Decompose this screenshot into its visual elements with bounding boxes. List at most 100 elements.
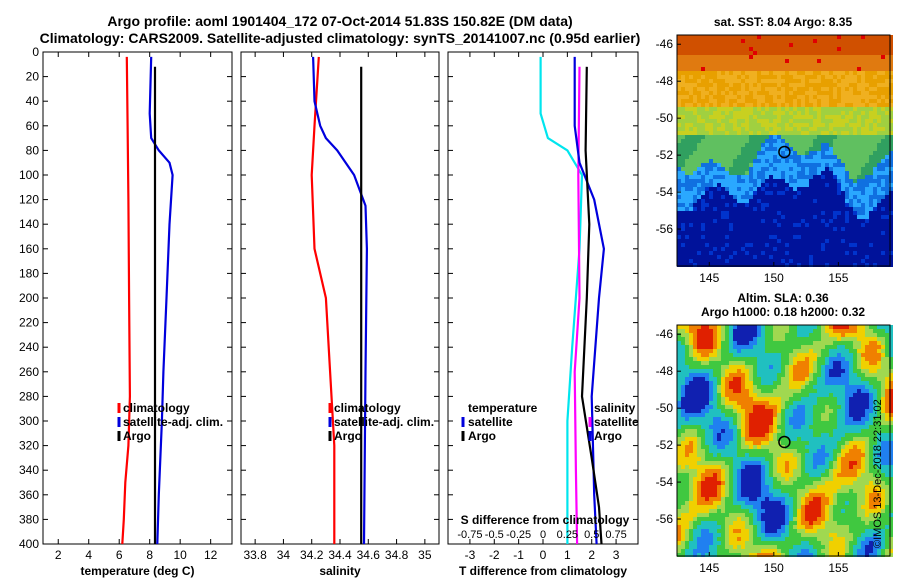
map-cell	[829, 155, 833, 159]
map-cell	[697, 465, 701, 469]
map-cell	[693, 333, 697, 337]
x-tick-label: 4	[85, 548, 92, 562]
map-cell	[677, 119, 681, 123]
map-cell	[677, 505, 681, 509]
map-cell	[753, 223, 757, 227]
map-cell	[825, 131, 829, 135]
map-cell	[765, 461, 769, 465]
map-cell	[841, 243, 845, 247]
map-cell	[877, 259, 881, 263]
map-cell	[741, 493, 745, 497]
map-cell	[709, 127, 713, 131]
map-cell	[709, 357, 713, 361]
map-cell	[689, 111, 693, 115]
map-cell	[789, 71, 793, 75]
map-cell	[709, 167, 713, 171]
map-cell	[725, 449, 729, 453]
map-cell	[809, 115, 813, 119]
map-cell	[685, 255, 689, 259]
map-cell	[693, 521, 697, 525]
map-cell	[841, 43, 845, 47]
map-cell	[705, 405, 709, 409]
map-cell	[709, 207, 713, 211]
map-cell	[849, 251, 853, 255]
map-cell	[833, 159, 837, 163]
map-cell	[777, 365, 781, 369]
map-cell	[745, 409, 749, 413]
map-cell	[765, 361, 769, 365]
map-cell	[865, 171, 869, 175]
map-cell	[813, 239, 817, 243]
map-cell	[701, 489, 705, 493]
map-cell	[693, 377, 697, 381]
map-cell	[749, 219, 753, 223]
map-cell	[721, 59, 725, 63]
map-cell	[769, 473, 773, 477]
map-cell	[705, 393, 709, 397]
map-cell	[729, 251, 733, 255]
map-cell	[765, 207, 769, 211]
map-cell	[693, 211, 697, 215]
map-cell	[781, 509, 785, 513]
map-cell	[709, 533, 713, 537]
map-cell	[885, 39, 889, 43]
map-cell	[713, 47, 717, 51]
map-cell	[729, 131, 733, 135]
map-cell	[781, 361, 785, 365]
map-cell	[701, 87, 705, 91]
map-cell	[777, 115, 781, 119]
map-cell	[781, 401, 785, 405]
map-cell	[709, 485, 713, 489]
map-cell	[809, 191, 813, 195]
map-cell	[713, 381, 717, 385]
map-cell	[777, 95, 781, 99]
map-cell	[853, 255, 857, 259]
map-cell	[693, 103, 697, 107]
map-cell	[809, 183, 813, 187]
map-cell	[837, 67, 841, 71]
map-cell	[761, 457, 765, 461]
map-cell	[869, 103, 873, 107]
map-cell	[821, 179, 825, 183]
map-cell	[713, 525, 717, 529]
map-cell	[685, 207, 689, 211]
map-cell	[777, 259, 781, 263]
map-cell	[765, 385, 769, 389]
map-cell	[757, 63, 761, 67]
map-cell	[737, 199, 741, 203]
map-cell	[729, 545, 733, 549]
map-cell	[693, 397, 697, 401]
map-cell	[797, 203, 801, 207]
map-cell	[709, 373, 713, 377]
map-cell	[757, 481, 761, 485]
map-cell	[757, 227, 761, 231]
map-cell	[749, 155, 753, 159]
map-cell	[713, 167, 717, 171]
map-cell	[749, 235, 753, 239]
map-cell	[761, 151, 765, 155]
map-cell	[769, 445, 773, 449]
map-cell	[693, 421, 697, 425]
map-cell	[773, 203, 777, 207]
map-cell	[725, 143, 729, 147]
map-cell	[749, 525, 753, 529]
map-cell	[837, 95, 841, 99]
map-cell	[773, 139, 777, 143]
map-cell	[801, 219, 805, 223]
map-cell	[693, 63, 697, 67]
map-cell	[705, 247, 709, 251]
map-cell	[709, 541, 713, 545]
map-cell	[741, 413, 745, 417]
map-cell	[749, 357, 753, 361]
map-cell	[709, 525, 713, 529]
map-cell	[853, 59, 857, 63]
map-cell	[805, 171, 809, 175]
map-cell	[873, 91, 877, 95]
map-cell	[697, 67, 701, 71]
map-cell	[805, 75, 809, 79]
map-cell	[757, 521, 761, 525]
map-cell	[873, 175, 877, 179]
x-tick-label: 2	[588, 548, 595, 562]
map-cell	[717, 409, 721, 413]
map-cell	[857, 91, 861, 95]
